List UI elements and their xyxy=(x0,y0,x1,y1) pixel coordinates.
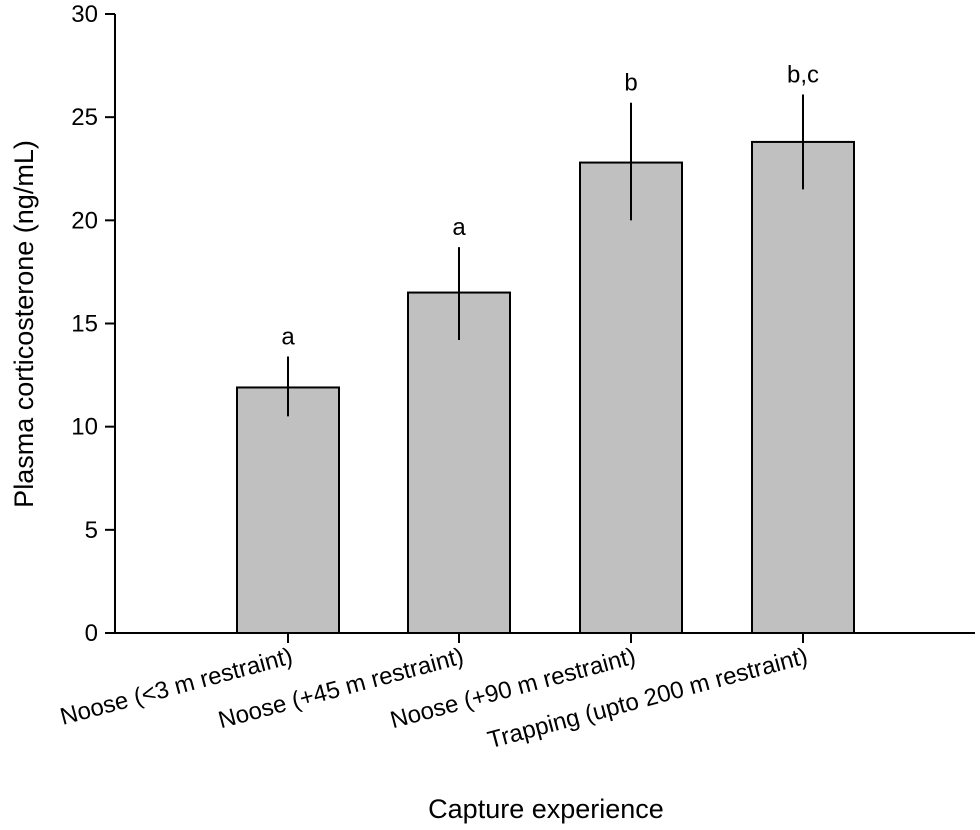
y-axis-title: Plasma corticosterone (ng/mL) xyxy=(9,140,39,508)
x-tick-label: Trapping (upto 200 m restraint) xyxy=(485,643,811,754)
bar xyxy=(236,386,340,635)
significance-labels: a a b b,c xyxy=(281,61,819,350)
bars xyxy=(236,140,855,635)
error-bars xyxy=(287,94,804,417)
bar xyxy=(407,291,511,634)
y-tick-label: 5 xyxy=(85,517,98,544)
significance-label: a xyxy=(452,214,466,241)
y-tick-label: 30 xyxy=(71,1,98,28)
y-tick-label: 25 xyxy=(71,104,98,131)
x-axis-title: Capture experience xyxy=(428,794,664,824)
y-tick-label: 0 xyxy=(85,620,98,647)
bar xyxy=(579,161,683,634)
significance-label: a xyxy=(281,324,295,351)
y-tick-label: 20 xyxy=(71,207,98,234)
x-ticks: Noose (<3 m restraint)Noose (+45 m restr… xyxy=(57,633,811,754)
y-ticks: 0 5 10 15 20 25 30 xyxy=(71,1,115,647)
bar xyxy=(751,140,855,634)
significance-label: b xyxy=(624,70,637,97)
significance-label: b,c xyxy=(787,61,819,88)
y-tick-label: 15 xyxy=(71,311,98,338)
y-tick-label: 10 xyxy=(71,414,98,441)
